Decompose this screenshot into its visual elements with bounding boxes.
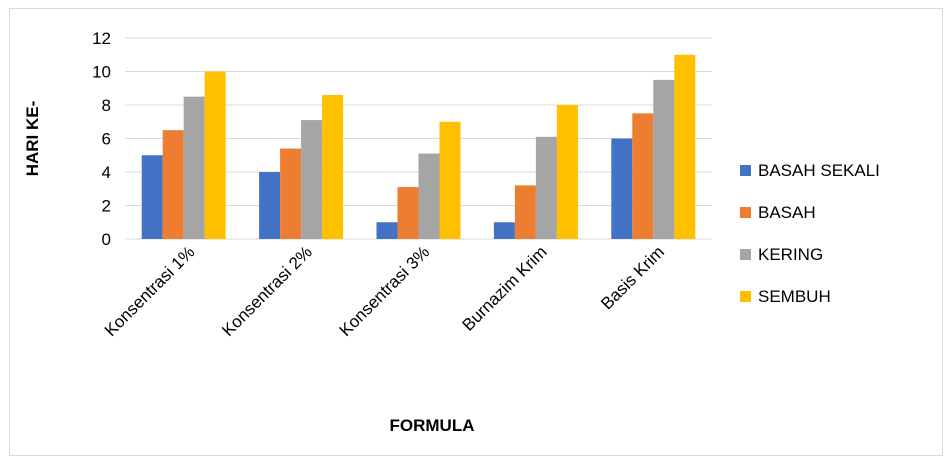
- bar-kering: [301, 120, 323, 239]
- bar-basah-sekali: [611, 138, 633, 239]
- bar-sembuh: [556, 105, 578, 239]
- bar-sembuh: [439, 121, 461, 239]
- bar-basah: [632, 113, 654, 239]
- y-tick-label: 8: [102, 96, 111, 115]
- bar-sembuh: [674, 54, 696, 239]
- legend-swatch: [740, 249, 751, 260]
- y-tick-label: 4: [102, 163, 111, 182]
- y-tick-label: 10: [92, 63, 111, 82]
- bar-kering: [418, 153, 440, 239]
- bar-sembuh: [204, 71, 226, 239]
- bar-basah-sekali: [493, 222, 515, 239]
- bar-kering: [183, 96, 205, 239]
- x-tick-label: Basis Krim: [597, 242, 668, 313]
- bar-basah-sekali: [259, 172, 281, 239]
- y-tick-label: 6: [102, 130, 111, 149]
- legend-swatch: [740, 207, 751, 218]
- bar-basah: [514, 185, 536, 239]
- bar-basah: [397, 187, 419, 239]
- bar-basah-sekali: [376, 222, 398, 239]
- legend-label: KERING: [758, 245, 823, 264]
- y-tick-label: 12: [92, 29, 111, 48]
- x-axis-title: FORMULA: [390, 416, 475, 435]
- bar-sembuh: [322, 94, 344, 239]
- bar-basah: [280, 148, 302, 239]
- x-tick-label: Burnazim Krim: [458, 242, 550, 334]
- legend-label: SEMBUH: [758, 287, 831, 306]
- bar-basah: [162, 130, 184, 239]
- bar-kering: [535, 136, 557, 239]
- legend: BASAH SEKALI BASAH KERING SEMBUH: [740, 161, 880, 306]
- x-tick-labels: Konsentrasi 1% Konsentrasi 2% Konsentrasi …: [101, 242, 668, 340]
- legend-swatch: [740, 291, 751, 302]
- x-tick-label: Konsentrasi 2%: [218, 242, 316, 340]
- y-axis-title: HARI KE-: [23, 101, 42, 177]
- x-tick-label: Konsentrasi 1%: [101, 242, 199, 340]
- legend-swatch: [740, 165, 751, 176]
- y-tick-labels: 0 2 4 6 8 10 12: [92, 29, 111, 249]
- y-tick-label: 2: [102, 197, 111, 216]
- legend-label: BASAH: [758, 203, 816, 222]
- bars: [141, 54, 696, 239]
- legend-label: BASAH SEKALI: [758, 161, 880, 180]
- y-tick-label: 0: [102, 230, 111, 249]
- bar-kering: [653, 79, 675, 239]
- x-tick-label: Konsentrasi 3%: [336, 242, 434, 340]
- bar-basah-sekali: [141, 155, 163, 239]
